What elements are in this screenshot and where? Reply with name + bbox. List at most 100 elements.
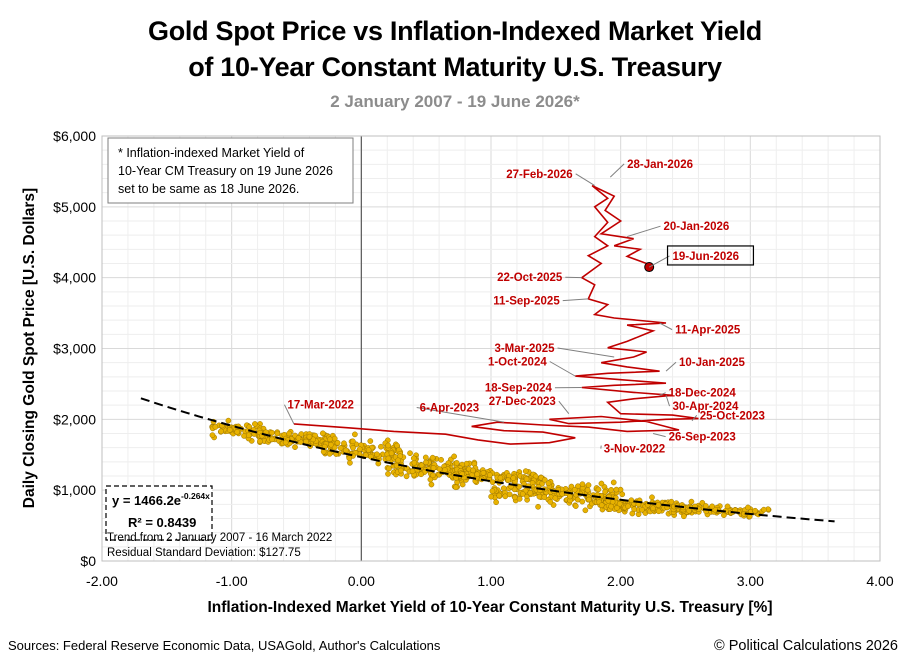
scatter-point [428, 481, 435, 488]
scatter-point [536, 493, 543, 500]
scatter-point [343, 447, 349, 454]
annotation-label: 11-Sep-2025 [493, 296, 560, 308]
scatter-point [595, 486, 602, 493]
scatter-point [331, 435, 338, 442]
scatter-point [516, 483, 522, 490]
trend-r-squared: R² = 0.8439 [128, 515, 196, 530]
x-tick-label: 0.00 [348, 573, 375, 589]
scatter-point [752, 507, 759, 514]
annotation-leader [665, 395, 671, 407]
scatter-point [422, 454, 429, 461]
annotation-leader [648, 255, 670, 268]
annotation-label: 11-Apr-2025 [675, 325, 741, 337]
scatter-point [655, 508, 662, 515]
scatter-point [385, 442, 392, 449]
scatter-point [269, 436, 275, 443]
annotation-label: 1-Oct-2024 [488, 357, 547, 369]
chart-title-line-2: of 10-Year Constant Maturity U.S. Treasu… [188, 52, 722, 82]
scatter-point [459, 481, 466, 488]
scatter-point [487, 472, 493, 478]
scatter-point [582, 507, 589, 514]
scatter-point [686, 507, 692, 514]
x-axis-label: Inflation-Indexed Market Yield of 10-Yea… [207, 599, 772, 616]
scatter-point [385, 455, 392, 462]
scatter-point [608, 487, 615, 493]
note-line-1: * Inflation-indexed Market Yield of [118, 146, 305, 160]
scatter-point [610, 479, 617, 486]
scatter-point [745, 504, 751, 511]
scatter-point [356, 446, 363, 453]
scatter-point [438, 456, 444, 463]
scatter-point [430, 465, 437, 471]
scatter-point [386, 465, 392, 472]
scatter-point [702, 503, 709, 509]
scatter-point [522, 468, 529, 474]
annotation-leader [659, 392, 666, 396]
scatter-point [649, 494, 655, 501]
annotation-label: 19-Jun-2026 [673, 251, 739, 263]
annotation-label: 22-Oct-2025 [497, 272, 563, 284]
scatter-point [427, 476, 434, 483]
scatter-point [334, 439, 341, 446]
x-tick-label: 2.00 [607, 573, 634, 589]
scatter-point [688, 498, 695, 505]
x-tick-label: 1.00 [477, 573, 504, 589]
annotation-label: 27-Feb-2026 [506, 169, 572, 181]
annotation-leader [549, 361, 576, 377]
x-tick-label: 4.00 [866, 573, 893, 589]
x-tick-label: -1.00 [216, 573, 248, 589]
annotation-leader [665, 361, 677, 372]
scatter-point [510, 475, 517, 481]
scatter-point [395, 457, 402, 464]
scatter-point [292, 444, 298, 450]
scatter-point [574, 496, 581, 503]
annotation-leader [691, 415, 698, 422]
scatter-point [298, 431, 305, 437]
scatter-point [541, 494, 548, 500]
scatter-point [350, 445, 356, 451]
scatter-point [547, 499, 554, 505]
scatter-point [453, 460, 460, 466]
scatter-point [470, 467, 476, 474]
annotation-label: 25-Oct-2023 [700, 410, 765, 422]
scatter-point [619, 491, 626, 498]
scatter-point [374, 451, 380, 458]
scatter-point [614, 505, 620, 511]
scatter-point [497, 475, 504, 481]
y-axis-ticks: $0 $1,000 $2,000 $3,000 $4,000 $5,000 $6,000 [53, 128, 96, 569]
scatter-point [418, 462, 425, 469]
scatter-point [429, 454, 436, 461]
scatter-point [409, 468, 416, 475]
copyright-footer: © Political Calculations 2026 [714, 638, 898, 654]
annotation-leader [557, 347, 615, 358]
note-line-2: 10-Year CM Treasury on 19 June 2026 [118, 164, 333, 178]
scatter-point [598, 480, 605, 487]
scatter-point [226, 427, 233, 433]
scatter-point [474, 471, 481, 478]
y-tick-label: $5,000 [53, 199, 96, 215]
scatter-point [212, 424, 219, 430]
annotation-leader [283, 404, 295, 425]
scatter-point [493, 499, 499, 506]
y-tick-label: $6,000 [53, 128, 96, 144]
annotation-leader [627, 225, 661, 238]
scatter-point [668, 498, 675, 505]
annotation-leader [659, 322, 673, 331]
annotation-leader [562, 298, 589, 302]
annotations: 17-Mar-2022 6-Apr-2023 3-Nov-2022 27-Feb-20… [283, 159, 765, 456]
scatter-point [572, 503, 579, 509]
scatter-point [274, 430, 281, 437]
scatter-point [519, 491, 526, 497]
annotation-label: 18-Sep-2024 [485, 383, 553, 395]
scatter-point [218, 428, 224, 435]
scatter-point [516, 496, 523, 502]
y-axis-label: Daily Closing Gold Spot Price [U.S. Doll… [21, 188, 38, 508]
scatter-point [350, 438, 356, 445]
scatter-point [320, 448, 327, 455]
scatter-point [328, 441, 334, 448]
scatter-point [628, 497, 635, 504]
scatter-point [511, 494, 518, 501]
plot-frame [101, 135, 881, 562]
scatter-point [585, 482, 592, 488]
scatter-point [496, 492, 503, 499]
